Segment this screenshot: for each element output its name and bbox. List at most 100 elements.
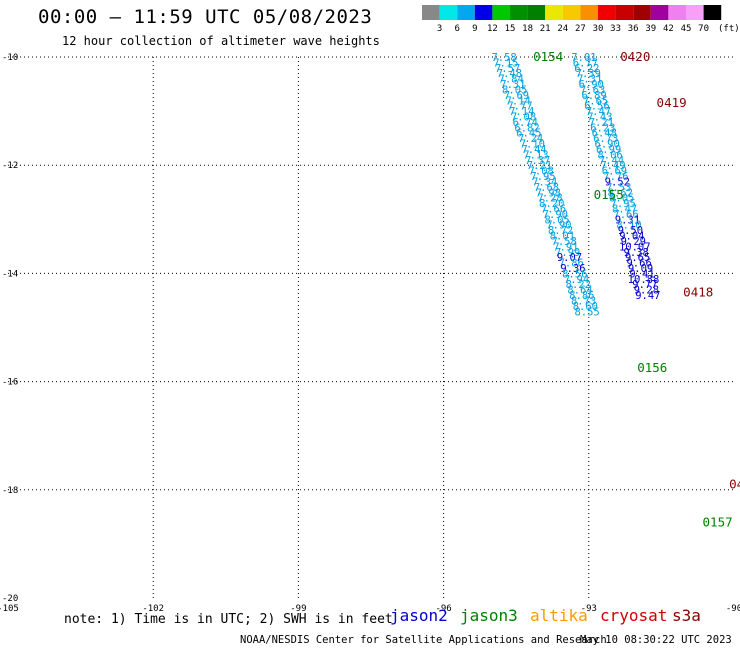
legend-swatch: [650, 5, 669, 20]
swh-value: 8.05: [609, 193, 634, 205]
swh-value: 7.08: [529, 166, 554, 178]
legend-label: 36: [628, 24, 639, 34]
swh-value: 9.31: [615, 214, 640, 226]
swh-value: 7.43: [587, 112, 612, 124]
swh-value: 9.28: [634, 285, 659, 297]
swh-value: 7.84: [499, 74, 524, 86]
time-label: 0155: [594, 187, 624, 202]
legend-swatch: [686, 5, 704, 20]
swh-value: 9.04: [619, 231, 644, 243]
swh-value: 7.21: [527, 160, 552, 172]
legend-swatch: [474, 5, 493, 20]
swh-value: 7.66: [613, 209, 638, 221]
swh-value: 9.29: [621, 236, 646, 248]
mission-cryosat: cryosat: [600, 606, 668, 625]
page-subtitle: 12 hour collection of altimeter wave hei…: [62, 34, 380, 48]
swh-value: 7.24: [518, 133, 543, 145]
legend-swatch: [580, 5, 598, 20]
legend-swatch: [703, 5, 722, 20]
swh-value: 8.06: [597, 149, 622, 161]
swh-value: 6.99: [596, 144, 621, 156]
legend-label: 3: [437, 24, 442, 34]
swh-value: 7.57: [495, 63, 520, 75]
x-tick-label: -96: [435, 604, 451, 614]
x-tick-label: -99: [290, 604, 306, 614]
swh-value: 8.64: [567, 285, 592, 297]
footer-note: note: 1) Time is in UTC; 2) SWH is in fe…: [64, 612, 393, 627]
swh-value: 8.47: [612, 203, 637, 215]
swh-value: 6.89: [581, 90, 606, 102]
swh-value: 9.36: [560, 263, 585, 275]
time-label: 0419: [657, 95, 687, 110]
swh-value: 9.07: [557, 252, 582, 264]
y-tick-label: -16: [2, 378, 18, 388]
legend-label: 6: [454, 24, 459, 34]
legend-swatch: [527, 5, 546, 20]
swh-value: 7.66: [541, 203, 566, 215]
legend-label: 27: [575, 24, 586, 34]
swh-value: 6.82: [514, 122, 539, 134]
legend-swatch: [457, 5, 475, 20]
swh-value: 6.56: [584, 101, 609, 113]
swh-value: 7.90: [546, 220, 571, 232]
time-label: 0420: [620, 49, 650, 64]
swh-value: 9.38: [624, 247, 649, 259]
swh-value: 9.41: [629, 268, 654, 280]
legend-label: 30: [593, 24, 604, 34]
legend-swatch: [492, 5, 510, 20]
swh-value: 7.49: [600, 160, 625, 172]
swh-value: 7.15: [493, 57, 518, 69]
swh-value: 8.01: [550, 231, 575, 243]
page-title: 00:00 – 11:59 UTC 05/08/2023: [38, 6, 373, 28]
swh-value: 7.14: [509, 106, 534, 118]
swh-value: 7.47: [586, 106, 611, 118]
swh-value: 9.47: [635, 290, 660, 302]
y-tick-label: -20: [2, 594, 18, 604]
swh-value: 7.86: [559, 258, 584, 270]
swh-value: 7.90: [543, 209, 568, 221]
swh-value: 6.23: [590, 122, 615, 134]
x-tick-label: -90: [726, 604, 740, 614]
swh-value: 7.65: [583, 95, 608, 107]
legend-unit: (ft): [718, 24, 740, 34]
swh-value: 7.95: [611, 198, 636, 210]
swh-value: 7.14: [506, 95, 531, 107]
swh-value: 6.48: [592, 128, 617, 140]
swh-value: 10.07: [619, 241, 651, 253]
swh-value: 9.52: [605, 176, 630, 188]
swh-value: 7.69: [504, 90, 529, 102]
swh-value: 7.31: [577, 74, 602, 86]
credit-text: NOAA/NESDIS Center for Satellite Applica…: [240, 634, 607, 646]
legend-swatch: [422, 5, 440, 20]
legend-swatch: [615, 5, 634, 20]
swh-value: 7.95: [530, 171, 555, 183]
time-label: 0417: [729, 476, 740, 491]
swh-value: 10.88: [628, 274, 660, 286]
legend-swatch: [439, 5, 458, 20]
swh-value: 7.10: [520, 139, 545, 151]
legend-label: 33: [610, 24, 621, 34]
legend-swatch: [668, 5, 686, 20]
swh-value: 7.08: [511, 112, 536, 124]
swh-value: 8.73: [571, 295, 596, 307]
legend-label: 24: [557, 24, 568, 34]
map-plot: -105 -102 -99 -96 -93 -90 -10 -12 -14 -16 -18 -20 7.…: [0, 49, 740, 614]
swh-value: 7.37: [525, 155, 550, 167]
swh-value: 7.13: [523, 149, 548, 161]
swh-value: 6.90: [579, 79, 604, 91]
timestamp-text: May 10 08:30:22 UTC 2023: [580, 634, 732, 646]
legend-swatch: [545, 5, 563, 20]
x-tick-label: -105: [0, 604, 19, 614]
swh-value: 6.77: [573, 57, 598, 69]
swh-value: 7.68: [534, 182, 559, 194]
y-tick-label: -18: [2, 486, 18, 496]
swh-value: 7.98: [536, 187, 561, 199]
mission-jason2: jason2: [390, 606, 448, 625]
swh-value: 6.73: [593, 133, 618, 145]
swh-value: 7.28: [537, 193, 562, 205]
swh-value: 7.77: [507, 101, 532, 113]
swh-value: 7.01: [571, 52, 596, 64]
legend-label: 39: [645, 24, 656, 34]
swh-value: 7.34: [532, 176, 557, 188]
